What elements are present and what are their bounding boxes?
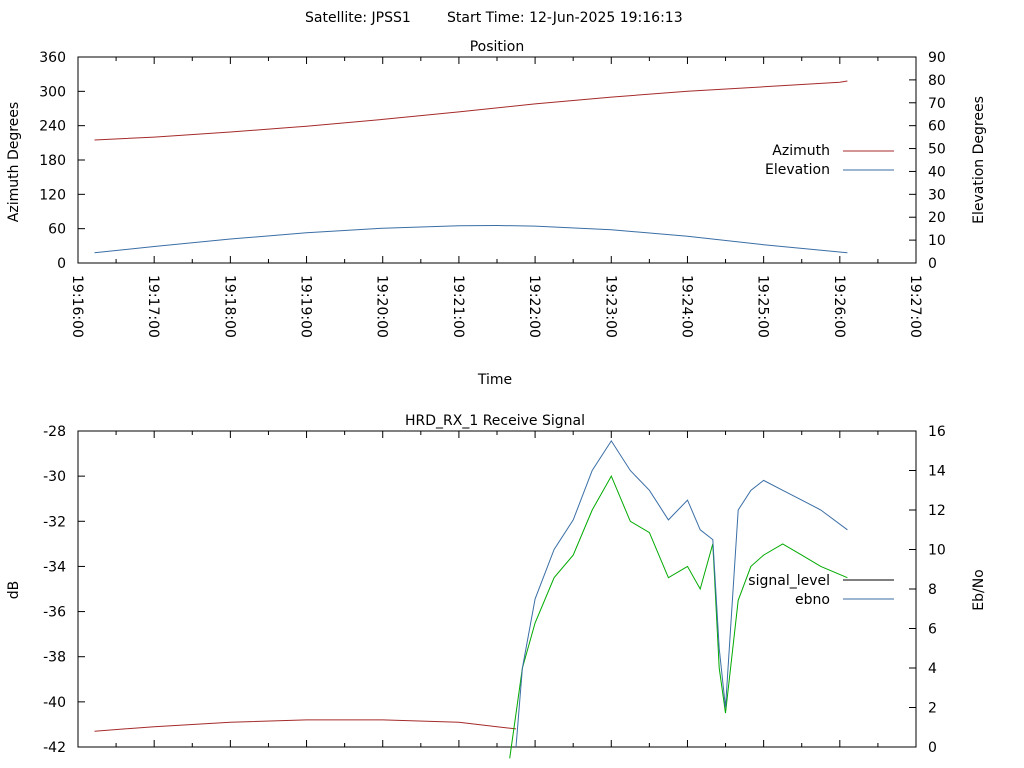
position-y-tick-label: 0	[57, 256, 66, 272]
receive-plot-frame	[77, 430, 917, 748]
receive-y-tick-label: -40	[43, 695, 66, 711]
receive-y2-tick-label: 10	[928, 543, 946, 559]
receive-y2-tick-label: 6	[928, 622, 937, 638]
position-x-tick-label: 19:27:00	[907, 275, 923, 338]
position-y2-tick-label: 50	[928, 142, 946, 158]
position-x-tick-label: 19:18:00	[221, 275, 237, 338]
receive-y2-tick-label: 8	[928, 582, 937, 598]
receive-y2-tick-label: 2	[928, 701, 937, 717]
position-y2-tick-label: 80	[928, 73, 946, 89]
header-satellite: Satellite: JPSS1	[305, 10, 411, 26]
receive-line-signal-level	[94, 719, 517, 732]
receive-y2-tick-label: 0	[928, 740, 937, 756]
position-y-tick-label: 120	[39, 187, 66, 203]
receive-y-axis-label: dB	[6, 581, 22, 600]
position-chart-title: Position	[470, 39, 525, 55]
position-y-tick-label: 60	[48, 222, 66, 238]
position-x-axis-label: Time	[477, 372, 512, 388]
position-x-tick-label: 19:26:00	[831, 275, 847, 338]
receive-legend: signal_level ebno	[748, 573, 894, 608]
position-y2-axis-label: Elevation Degrees	[971, 96, 987, 224]
position-x-tick-label: 19:16:00	[69, 275, 85, 338]
position-y-tick-label: 300	[39, 84, 66, 100]
receive-y-tick-label: -30	[43, 469, 66, 485]
position-y2-tick-label: 10	[928, 233, 946, 249]
receive-y2-tick-label: 16	[928, 424, 946, 440]
position-y-axis-label: Azimuth Degrees	[6, 102, 22, 222]
receive-line-series-1	[509, 474, 848, 759]
position-x-tick-label: 19:19:00	[298, 275, 314, 338]
position-x-tick-label: 19:20:00	[374, 275, 390, 338]
header-start-time: Start Time: 12-Jun-2025 19:16:13	[447, 10, 683, 26]
receive-y-tick-label: -32	[43, 514, 66, 530]
legend-label-ebno: ebno	[795, 592, 830, 608]
receive-y-tick-label: -28	[43, 424, 66, 440]
position-line-azimuth	[94, 80, 848, 141]
legend-label-azimuth: Azimuth	[772, 143, 830, 159]
position-y-tick-label: 180	[39, 153, 66, 169]
position-x-tick-label: 19:22:00	[526, 275, 542, 338]
position-y-tick-label: 240	[39, 119, 66, 135]
receive-signal-chart: HRD_RX_1 Receive Signal dB Eb/No -42 -40 -…	[6, 413, 987, 759]
position-y2-tick-label: 30	[928, 187, 946, 203]
receive-y2-axis-label: Eb/No	[971, 569, 987, 611]
legend-label-signal-level: signal_level	[748, 573, 830, 589]
position-x-tick-label: 19:24:00	[678, 275, 694, 338]
receive-y-tick-label: -38	[43, 650, 66, 666]
position-x-tick-label: 19:23:00	[602, 275, 618, 338]
position-legend: Azimuth Elevation	[765, 143, 894, 178]
position-x-tick-label: 19:25:00	[755, 275, 771, 338]
position-plot-frame	[77, 56, 917, 264]
position-y2-tick-label: 40	[928, 164, 946, 180]
position-y2-tick-label: 0	[928, 256, 937, 272]
position-x-tick-label: 19:21:00	[450, 275, 466, 338]
receive-y-tick-label: -42	[43, 740, 66, 756]
position-y2-tick-label: 90	[928, 50, 946, 66]
position-chart: Position Azimuth Degrees Elevation Degre…	[6, 39, 987, 388]
receive-y-tick-label: -34	[43, 559, 66, 575]
receive-y-tick-label: -36	[43, 605, 66, 621]
position-y2-tick-label: 70	[928, 96, 946, 112]
position-line-elevation	[94, 224, 848, 254]
position-y2-tick-label: 60	[928, 119, 946, 135]
receive-y2-tick-label: 14	[928, 464, 946, 480]
legend-label-elevation: Elevation	[765, 162, 830, 178]
receive-line-ebno	[515, 439, 848, 748]
receive-signal-chart-title: HRD_RX_1 Receive Signal	[405, 413, 585, 429]
position-y2-tick-label: 20	[928, 210, 946, 226]
receive-y2-tick-label: 12	[928, 503, 946, 519]
position-x-tick-label: 19:17:00	[145, 275, 161, 338]
position-y-tick-label: 360	[39, 50, 66, 66]
receive-y2-tick-label: 4	[928, 661, 937, 677]
